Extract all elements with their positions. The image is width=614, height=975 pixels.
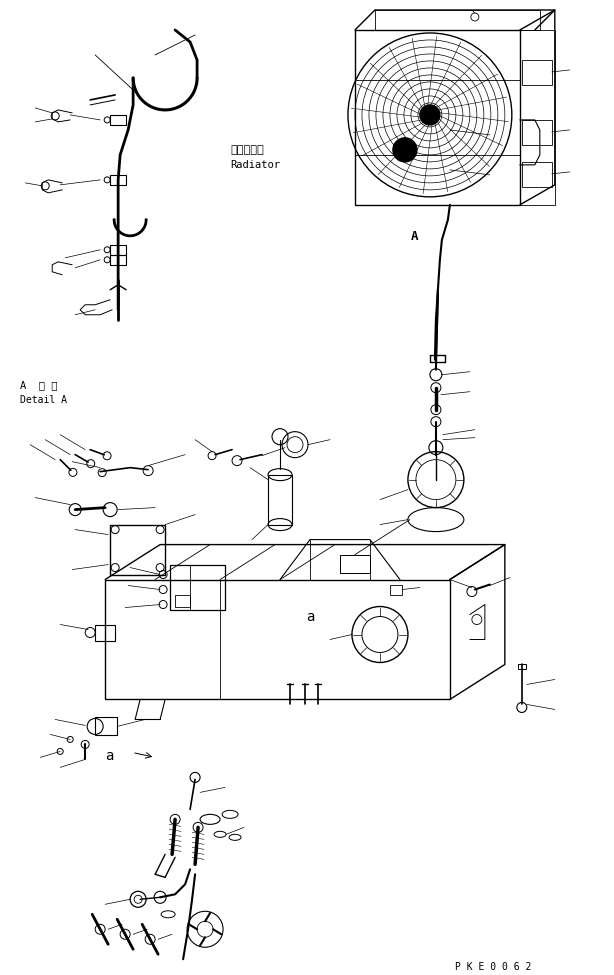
Circle shape	[425, 110, 435, 120]
Text: Radiator: Radiator	[230, 160, 280, 170]
Bar	[375, 10, 540, 30]
Bar	[170, 565, 190, 609]
Bar	[105, 579, 450, 699]
Bar	[110, 245, 126, 254]
Bar	[355, 30, 520, 205]
Bar	[110, 254, 126, 265]
Bar	[110, 175, 126, 185]
Text: A  詳 細: A 詳 細	[20, 379, 58, 390]
Text: a: a	[105, 750, 114, 763]
Text: ラジエータ: ラジエータ	[230, 145, 264, 155]
Text: P K E 0 0 6 2: P K E 0 0 6 2	[455, 962, 531, 972]
Text: A: A	[411, 230, 419, 243]
Bar	[522, 59, 552, 85]
Bar	[170, 565, 225, 609]
Circle shape	[393, 137, 417, 162]
Bar	[518, 665, 526, 670]
Bar	[520, 30, 555, 205]
Bar	[522, 162, 552, 187]
Bar	[175, 595, 190, 606]
Bar	[95, 718, 117, 735]
Bar	[268, 475, 292, 525]
Text: a: a	[306, 609, 314, 624]
Bar	[340, 555, 370, 572]
Bar	[110, 525, 165, 574]
Bar	[390, 585, 402, 595]
Bar	[110, 115, 126, 125]
Circle shape	[420, 105, 440, 125]
Bar	[522, 120, 552, 145]
Bar	[95, 625, 115, 641]
Text: Detail A: Detail A	[20, 395, 67, 405]
